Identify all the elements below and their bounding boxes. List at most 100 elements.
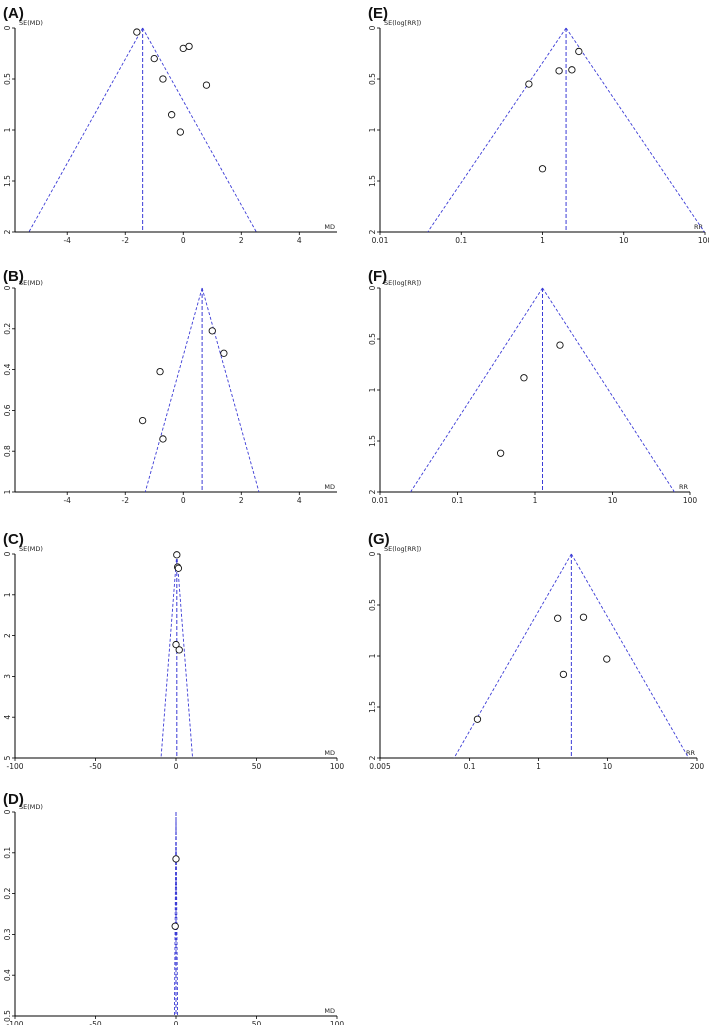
study-point <box>156 367 164 376</box>
study-point <box>525 80 533 88</box>
y-tick-label: 0 <box>3 25 12 30</box>
x-tick-label: -50 <box>89 1020 101 1025</box>
study-point <box>202 81 211 89</box>
x-tick-label: 100 <box>698 236 709 245</box>
y-tick-label: 1.5 <box>368 701 377 713</box>
funnel-right-line <box>175 811 179 1017</box>
x-tick-label: -50 <box>89 762 101 771</box>
funnel-plot-c: (C)SE(MD) MD 0 1 2 3 4 5 -100 -50 0 50 100 <box>3 531 344 771</box>
y-tick-label: 2 <box>3 633 12 638</box>
x-tick-label: -2 <box>121 236 129 245</box>
funnel-left-line <box>427 27 567 233</box>
panel-label: (E) <box>368 5 388 22</box>
y-tick-label: 0 <box>368 285 377 290</box>
panel-label: (B) <box>3 268 24 285</box>
study-point <box>520 374 528 382</box>
funnel-plot-b: (B)SE(MD) MD 0 0.2 0.4 0.6 0.8 1 -4 -2 0 2 4 <box>3 268 337 505</box>
x-tick-label: 1 <box>533 496 538 505</box>
x-tick-label: 100 <box>330 762 345 771</box>
x-tick-label: 4 <box>297 236 302 245</box>
x-axis-title: RR <box>679 483 689 491</box>
funnel-plot-f: (F)SE(log[RR]) RR 0 0.5 1 1.5 2 0.01 0.1 1 10 100 <box>368 268 697 505</box>
study-point <box>220 349 228 357</box>
y-tick-label: 0 <box>3 551 12 556</box>
study-point <box>496 449 505 457</box>
x-tick-label: 0 <box>181 236 186 245</box>
y-tick-label: 0.5 <box>368 73 377 85</box>
funnel-right-line <box>201 287 260 493</box>
funnel-left-line <box>28 27 144 233</box>
x-tick-label: 100 <box>330 1020 345 1025</box>
y-tick-label: 1.5 <box>368 435 377 447</box>
y-tick-label: 5 <box>3 755 12 760</box>
funnel-left-line <box>160 553 178 759</box>
y-axis-title: SE(log[RR]) <box>384 19 421 27</box>
y-tick-label: 2 <box>3 229 12 234</box>
y-tick-label: 1 <box>368 387 377 392</box>
x-tick-label: 1 <box>540 236 545 245</box>
study-point <box>167 111 176 119</box>
funnel-right-line <box>542 287 675 493</box>
study-point <box>150 54 158 63</box>
y-tick-label: 0.5 <box>3 1010 12 1022</box>
x-tick-label: 0.01 <box>372 236 389 245</box>
y-tick-label: 0 <box>368 551 377 556</box>
study-point <box>133 28 141 36</box>
x-tick-label: 50 <box>252 762 262 771</box>
x-axis-title: MD <box>324 483 335 491</box>
y-tick-label: 1 <box>3 489 12 494</box>
study-point <box>174 564 183 572</box>
study-point <box>159 435 167 443</box>
x-tick-label: 100 <box>683 496 698 505</box>
x-tick-label: 10 <box>603 762 613 771</box>
y-axis-title: SE(MD) <box>19 545 43 553</box>
funnel-plot-g: (G)SE(log[RR]) RR 0 0.5 1 1.5 2 0.005 0.1 1 10 200 <box>368 531 704 771</box>
x-tick-label: 0.01 <box>372 496 389 505</box>
x-axis-title: RR <box>686 749 696 757</box>
study-point <box>185 42 193 51</box>
x-tick-label: 2 <box>239 496 244 505</box>
study-point <box>138 416 147 425</box>
study-point <box>172 855 180 863</box>
y-tick-label: 0.6 <box>3 404 12 416</box>
funnel-left-line <box>173 811 177 1017</box>
study-point <box>208 327 216 335</box>
funnel-plot-e: (E)SE(log[RR]) RR 0 0.5 1 1.5 2 0.01 0.1 1 10 100 <box>368 5 709 245</box>
y-tick-label: 0.4 <box>3 969 12 981</box>
panel-label: (F) <box>368 268 387 285</box>
x-tick-label: 1 <box>536 762 541 771</box>
study-point <box>172 640 180 649</box>
x-axis-title: MD <box>324 223 335 231</box>
x-tick-label: -100 <box>6 762 23 771</box>
y-tick-label: 1 <box>368 127 377 132</box>
y-tick-label: 0.3 <box>3 928 12 940</box>
y-axis-title: SE(log[RR]) <box>384 279 421 287</box>
study-point <box>559 670 568 679</box>
study-point <box>556 341 564 349</box>
y-tick-label: 0 <box>3 285 12 290</box>
y-tick-label: 0.8 <box>3 445 12 457</box>
y-tick-label: 3 <box>3 674 12 679</box>
y-axis-title: SE(log[RR]) <box>384 545 421 553</box>
study-point <box>173 551 181 559</box>
y-tick-label: 1.5 <box>3 175 12 187</box>
x-tick-label: 0 <box>174 762 179 771</box>
x-axis-title: MD <box>324 749 335 757</box>
x-tick-label: -4 <box>63 496 71 505</box>
funnel-right-line <box>142 27 257 233</box>
study-point <box>538 165 547 173</box>
funnel-plot-d: (D)SE(MD) MD 0 0.1 0.2 0.3 0.4 0.5-100 -50 0 50 100 <box>3 791 344 1025</box>
x-tick-label: 10 <box>608 496 618 505</box>
y-tick-label: 0 <box>3 809 12 814</box>
funnel-left-line <box>410 287 543 493</box>
funnel-left-line <box>144 287 203 493</box>
y-tick-label: 0.5 <box>368 333 377 345</box>
study-point <box>176 128 185 136</box>
x-tick-label: -4 <box>63 236 71 245</box>
x-tick-label: 0 <box>181 496 186 505</box>
x-tick-label: 0.1 <box>452 496 464 505</box>
study-point <box>579 613 588 621</box>
study-point <box>554 614 562 622</box>
y-tick-label: 1 <box>368 653 377 658</box>
